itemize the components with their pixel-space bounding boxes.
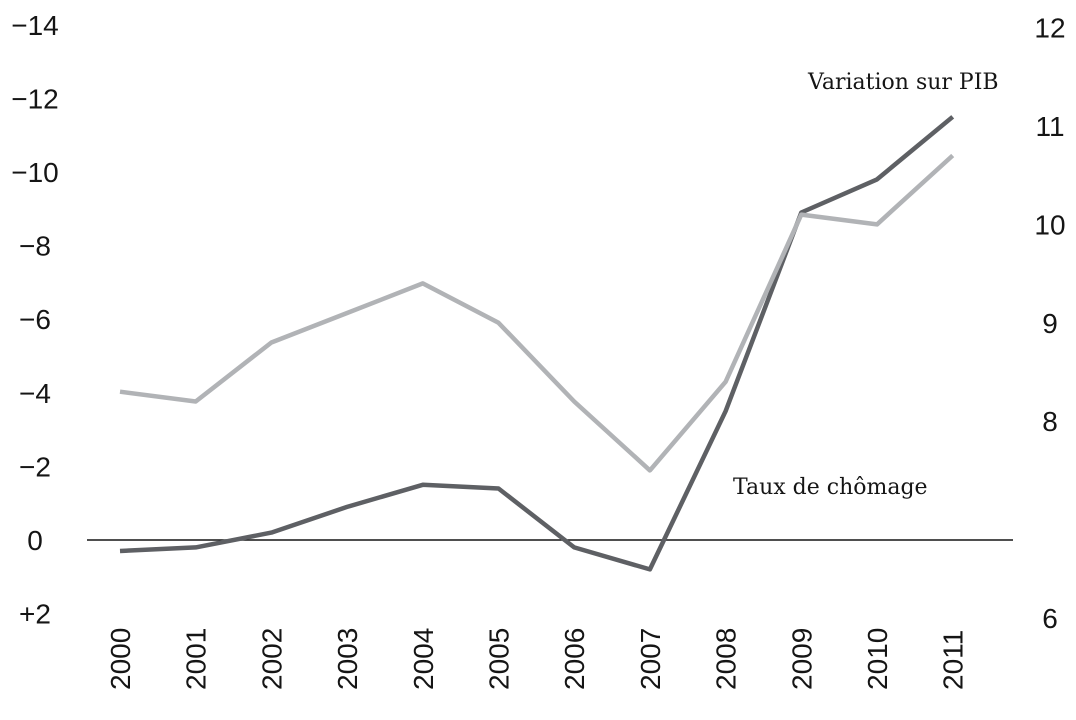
x-axis-year-label: 2005 — [484, 628, 515, 690]
x-axis-year-label: 2010 — [862, 628, 893, 690]
left-axis-tick-label: −6 — [19, 304, 51, 335]
x-axis-year-label: 2006 — [559, 628, 590, 690]
right-axis-tick-label: 9 — [1042, 308, 1058, 339]
x-axis-year-label: 2002 — [256, 628, 287, 690]
left-axis-tick-label: −4 — [19, 378, 51, 409]
left-axis-tick-label: 0 — [27, 525, 43, 556]
x-axis-year-label: 2011 — [938, 630, 969, 690]
right-axis-tick-label: 12 — [1034, 13, 1065, 44]
left-axis-tick-label: −2 — [19, 451, 51, 482]
series-line-taux-chomage — [119, 153, 955, 473]
right-axis-tick-label: 11 — [1035, 111, 1064, 142]
x-axis-year-label: 2004 — [408, 628, 439, 690]
x-axis-year-label: 2000 — [105, 628, 136, 690]
left-axis-tick-label: −12 — [11, 83, 59, 114]
x-axis-year-label: 2009 — [786, 628, 817, 690]
x-axis-year-label: 2007 — [635, 628, 666, 690]
left-axis-tick-label: −8 — [19, 231, 51, 262]
x-axis-year-label: 2008 — [711, 628, 742, 690]
right-axis-tick-label: 10 — [1034, 209, 1065, 240]
label-variation-pib: Variation sur PIB — [808, 70, 999, 95]
right-axis-tick-label: 6 — [1042, 603, 1058, 634]
label-taux-de-chomage: Taux de chômage — [733, 475, 928, 500]
right-axis-tick-label: 8 — [1042, 406, 1058, 437]
left-axis-tick-label: −14 — [11, 10, 59, 41]
left-axis-tick-label: +2 — [19, 599, 51, 630]
x-axis-year-label: 2001 — [181, 628, 212, 690]
x-axis-year-label: 2003 — [332, 628, 363, 690]
series-line-variation-pib — [119, 115, 955, 572]
left-axis-tick-label: −10 — [11, 157, 59, 188]
